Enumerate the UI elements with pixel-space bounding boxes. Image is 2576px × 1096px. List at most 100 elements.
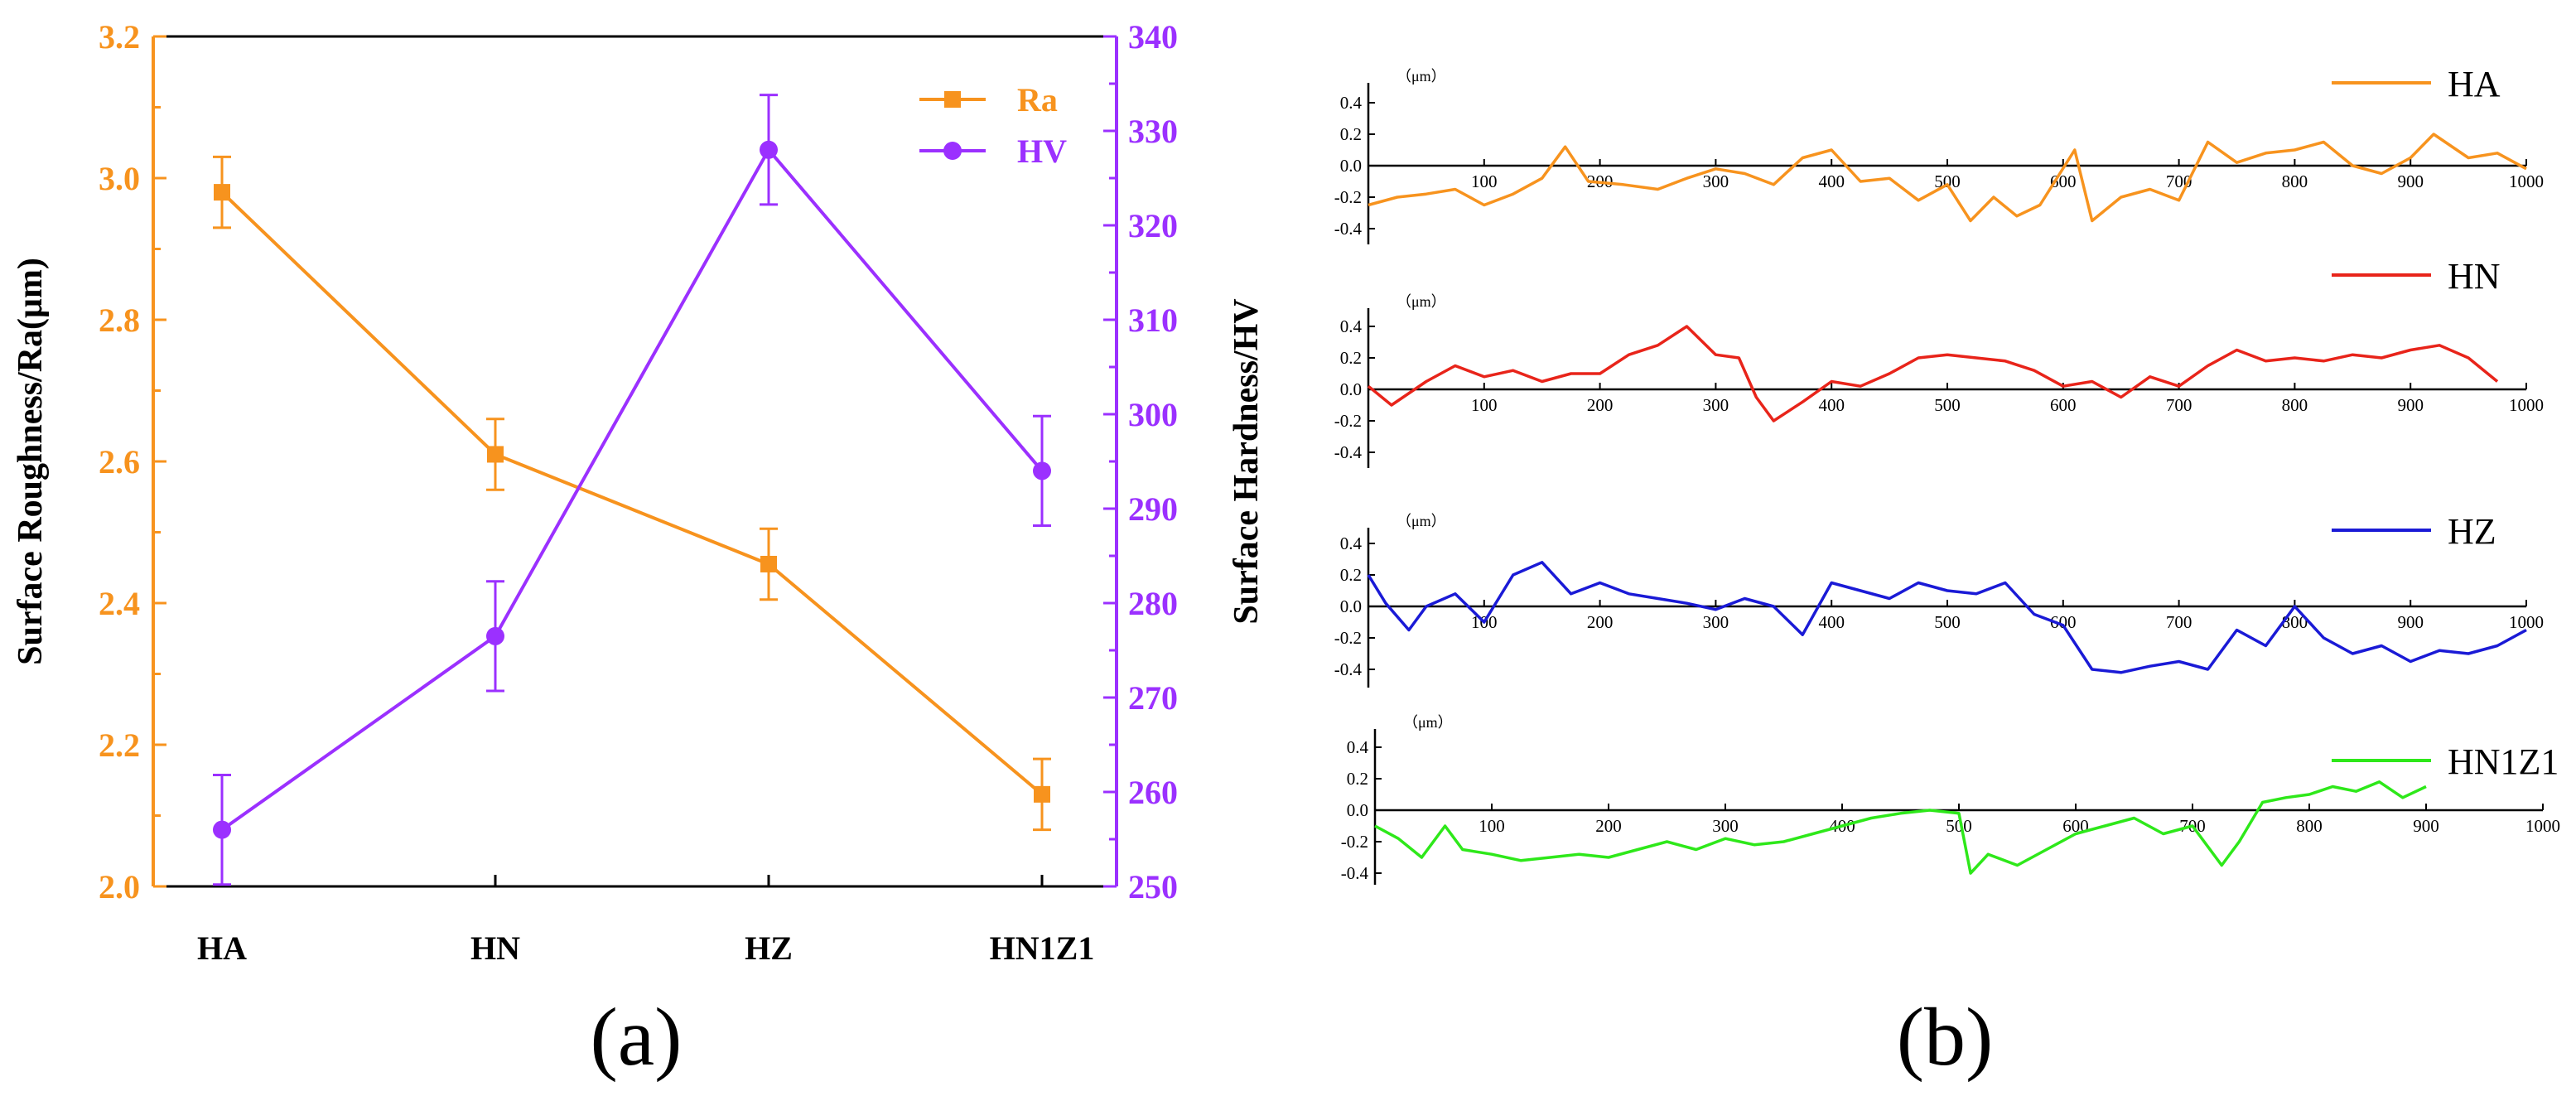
right-tick-label: 330 <box>1128 113 1178 150</box>
profile-line-ha <box>1368 133 2527 223</box>
profile-x-tick-label: 900 <box>2397 612 2424 632</box>
profile-y-tick-label: -0.4 <box>1334 659 1363 679</box>
profile-x-tick-label: 1000 <box>2509 171 2544 191</box>
profile-x-tick-label: 900 <box>2397 395 2424 415</box>
right-tick-label: 260 <box>1128 774 1178 811</box>
legend-label-ra: Ra <box>1017 81 1058 118</box>
data-point-hv <box>760 140 778 159</box>
profile-x-tick-label: 1000 <box>2509 612 2544 632</box>
profile-x-tick-label: 800 <box>2282 171 2308 191</box>
profile-y-tick-label: -0.2 <box>1334 628 1362 648</box>
panel-a: 2.0 2.2 2.4 2.6 2.8 3.0 3.2 250 260 270 280 290 300 3… <box>12 18 1266 1083</box>
x-tick-label: HN <box>470 929 520 967</box>
x-tick-label: HZ <box>745 929 793 967</box>
profile-y-tick-label: 0.0 <box>1340 379 1362 399</box>
right-tick-label: 340 <box>1128 18 1178 56</box>
data-point-hv <box>1033 461 1051 480</box>
left-axis-title: Surface Roughness/Ra(μm) <box>12 258 50 665</box>
data-point-ra <box>487 446 504 463</box>
profile-y-tick-label: 0.4 <box>1347 737 1369 757</box>
right-tick-label: 320 <box>1128 207 1178 244</box>
left-tick-label: 2.2 <box>99 727 140 764</box>
right-tick-label: 300 <box>1128 396 1178 433</box>
x-tick-label: HA <box>197 929 247 967</box>
profile-x-tick-label: 400 <box>1818 171 1845 191</box>
profile-x-tick-label: 700 <box>2166 612 2192 632</box>
profile-y-tick-label: -0.4 <box>1334 442 1363 462</box>
profile-x-tick-label: 1000 <box>2525 816 2560 836</box>
series-line-hv <box>220 147 1044 832</box>
profile-x-tick-label: 100 <box>1471 395 1498 415</box>
legend-marker-hv <box>943 142 962 160</box>
panel-b: （μm） 0.4 0.2 0.0 -0.2 -0.4 100 200 300 400 500 600 7… <box>1334 64 2560 1083</box>
profile-y-tick-label: 0.4 <box>1340 316 1363 336</box>
left-tick-label: 2.8 <box>99 302 140 339</box>
profile-unit-label: （μm） <box>1397 68 1446 84</box>
right-tick-label: 290 <box>1128 490 1178 528</box>
data-point-ra <box>760 555 777 572</box>
profile-y-tick-label: 0.2 <box>1347 769 1368 789</box>
right-tick-label: 270 <box>1128 679 1178 717</box>
profile-x-tick-label: 100 <box>1479 816 1505 836</box>
profile-x-tick-label: 900 <box>2413 816 2439 836</box>
data-point-hv <box>213 820 231 839</box>
profile-x-tick-label: 400 <box>1818 395 1845 415</box>
profile-x-tick-label: 100 <box>1471 171 1498 191</box>
profile-y-tick-label: -0.4 <box>1341 863 1369 883</box>
profile-y-tick-label: -0.4 <box>1334 219 1363 239</box>
profile-y-tick-label: 0.0 <box>1340 596 1362 616</box>
profile-line-hn1z1 <box>1374 780 2427 875</box>
panel-label-a: (a) <box>591 991 683 1083</box>
left-tick-label: 2.4 <box>99 585 140 622</box>
profile-x-tick-label: 300 <box>1703 171 1729 191</box>
legend-label-hv: HV <box>1017 133 1067 170</box>
right-tick-label: 250 <box>1128 868 1178 905</box>
profile-x-tick-label: 200 <box>1595 816 1622 836</box>
profile-y-tick-label: 0.2 <box>1340 565 1362 585</box>
profile-panel-hn: （μm） 0.4 0.2 0.0 -0.2 -0.4 100 200 300 400 500 600 7… <box>1334 256 2544 468</box>
profile-x-tick-label: 800 <box>2296 816 2323 836</box>
legend-marker-ra <box>944 91 961 108</box>
series-line-ra <box>220 191 1044 796</box>
profile-x-tick-label: 300 <box>1712 816 1739 836</box>
profile-x-tick-label: 1000 <box>2509 395 2544 415</box>
profile-unit-label: （μm） <box>1403 714 1453 731</box>
profile-x-tick-label: 500 <box>1934 395 1961 415</box>
profile-y-tick-label: 0.2 <box>1340 124 1362 144</box>
profile-unit-label: （μm） <box>1397 293 1446 310</box>
data-point-ra <box>1034 785 1050 803</box>
profile-x-tick-label: 300 <box>1703 612 1729 632</box>
left-tick-label: 2.0 <box>99 868 140 905</box>
profile-x-tick-label: 800 <box>2282 395 2308 415</box>
data-point-hv <box>486 626 504 645</box>
left-tick-label: 2.6 <box>99 443 140 480</box>
profile-x-tick-label: 200 <box>1587 395 1614 415</box>
profile-y-tick-label: 0.4 <box>1340 93 1363 113</box>
legend-label-hz: HZ <box>2448 511 2496 552</box>
legend-label-hn1z1: HN1Z1 <box>2448 741 2559 782</box>
profile-x-tick-label: 200 <box>1587 612 1614 632</box>
profile-y-tick-label: 0.4 <box>1340 534 1363 553</box>
profile-x-tick-label: 300 <box>1703 395 1729 415</box>
profile-x-tick-label: 400 <box>1818 612 1845 632</box>
profile-y-tick-label: -0.2 <box>1341 832 1368 852</box>
right-tick-label: 280 <box>1128 585 1178 622</box>
profile-y-tick-label: -0.2 <box>1334 187 1362 207</box>
right-axis-title: Surface Hardness/HV <box>1228 298 1266 624</box>
profile-y-tick-label: 0.2 <box>1340 348 1362 368</box>
profile-unit-label: （μm） <box>1397 513 1446 529</box>
profile-y-tick-label: -0.2 <box>1334 411 1362 431</box>
profile-line-hn <box>1367 325 2499 422</box>
x-tick-label: HN1Z1 <box>990 929 1095 967</box>
profile-y-tick-label: 0.0 <box>1340 156 1362 176</box>
legend-label-ha: HA <box>2448 64 2501 104</box>
profile-x-tick-label: 900 <box>2397 171 2424 191</box>
left-tick-label: 3.2 <box>99 18 140 56</box>
profile-x-tick-label: 700 <box>2166 395 2192 415</box>
profile-x-tick-label: 600 <box>2050 395 2077 415</box>
